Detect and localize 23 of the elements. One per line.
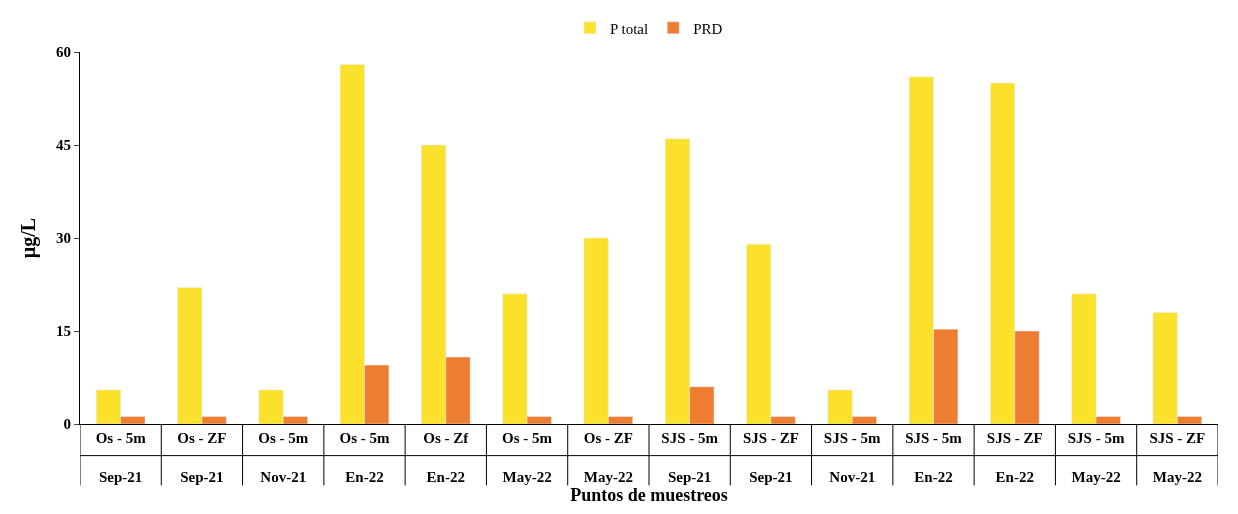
category-label: SJS - 5m Sep-21 [661, 430, 718, 485]
category-label: SJS - ZF En-22 [986, 430, 1043, 485]
category-label: SJS - 5m En-22 [905, 430, 962, 485]
category-label: Os - 5m En-22 [339, 430, 390, 485]
y-tick-label: 15 [56, 323, 71, 340]
y-tick-label: 60 [56, 44, 71, 61]
legend-label: P total [610, 20, 649, 37]
category-label: Os - Zf En-22 [423, 430, 469, 485]
category-label: Os - 5m Sep-21 [95, 430, 146, 485]
y-axis-title: µg/L [16, 217, 40, 259]
category-label: SJS - ZF Sep-21 [743, 430, 799, 485]
category-label: Os - ZF May-22 [583, 430, 633, 485]
x-axis-title: Puntos de muestreos [570, 485, 728, 506]
y-tick-label: 30 [56, 230, 71, 247]
category-label: Os - ZF Sep-21 [177, 430, 227, 485]
y-tick-label: 45 [56, 137, 71, 154]
y-tick-label: 0 [63, 416, 71, 433]
legend-label: PRD [693, 20, 723, 37]
category-label: SJS - 5m Nov-21 [823, 430, 881, 485]
category-label: SJS - 5m May-22 [1067, 430, 1125, 485]
category-label: Os - 5m May-22 [502, 430, 553, 485]
category-label: SJS - ZF May-22 [1149, 430, 1206, 485]
category-label: Os - 5m Nov-21 [258, 430, 309, 485]
